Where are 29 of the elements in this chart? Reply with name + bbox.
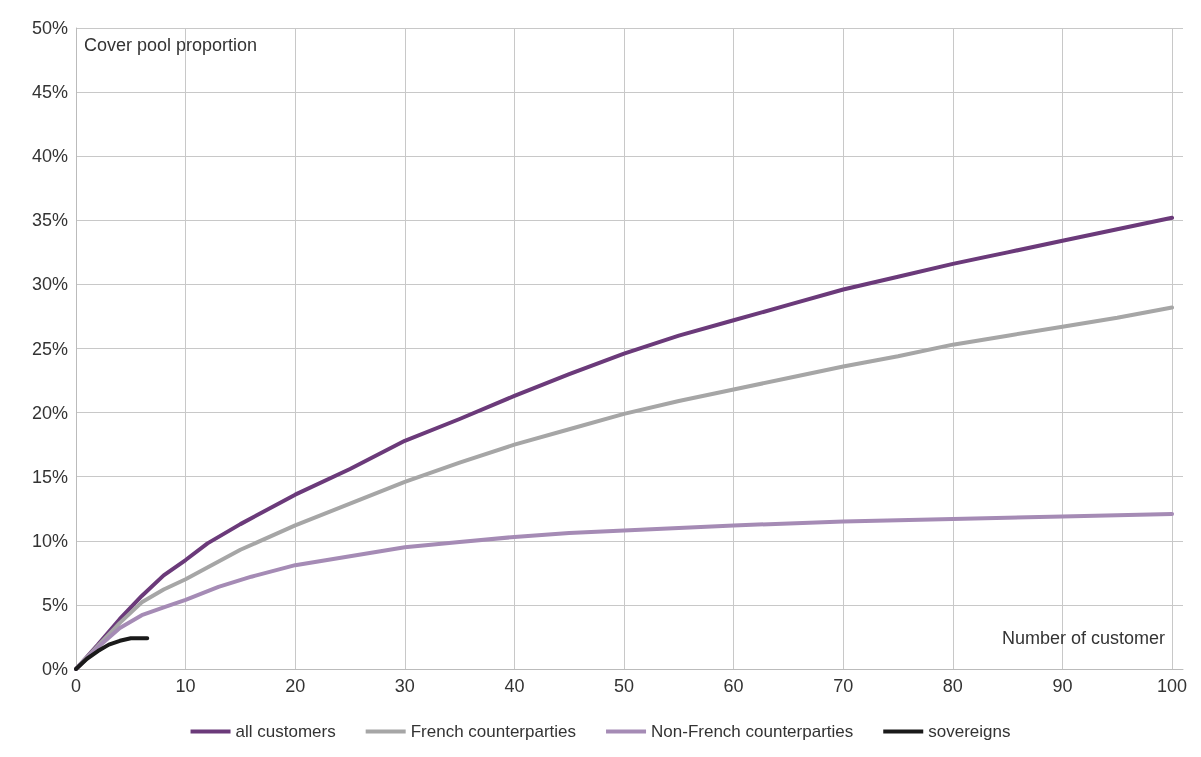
- x-tick-label: 20: [285, 676, 306, 696]
- legend-label: sovereigns: [928, 722, 1011, 741]
- y-tick-label: 45%: [31, 82, 68, 103]
- y-tick-label: 25%: [31, 338, 68, 359]
- x-tick-label: 90: [1052, 676, 1073, 696]
- x-tick-label: 0: [70, 676, 82, 696]
- x-tick-label: 60: [723, 676, 744, 696]
- y-tick-label: 20%: [31, 402, 68, 423]
- line-series: [74, 636, 150, 671]
- y-tick-label: 0%: [41, 659, 68, 679]
- x-tick-label: 30: [394, 676, 415, 696]
- legend-label: Non-French counterparties: [651, 722, 854, 741]
- x-axis-title: Number of customer: [1001, 628, 1165, 648]
- x-tick-label: 80: [942, 676, 963, 696]
- x-tick-label: 70: [833, 676, 854, 696]
- y-axis-title: Cover pool proportion: [84, 35, 258, 55]
- y-tick-label: 10%: [31, 530, 68, 551]
- legend-label: all customers: [235, 722, 336, 741]
- x-tick-label: 40: [504, 676, 525, 696]
- legend-label: French counterparties: [410, 722, 577, 741]
- y-tick-label: 5%: [41, 594, 68, 615]
- y-tick-label: 40%: [31, 146, 68, 167]
- x-tick-label: 50: [614, 676, 635, 696]
- y-tick-label: 50%: [31, 18, 68, 38]
- y-tick-label: 35%: [31, 210, 68, 231]
- y-tick-label: 30%: [31, 274, 68, 295]
- x-tick-label: 10: [175, 676, 196, 696]
- y-tick-label: 15%: [31, 466, 68, 487]
- x-tick-label: 100: [1157, 676, 1188, 696]
